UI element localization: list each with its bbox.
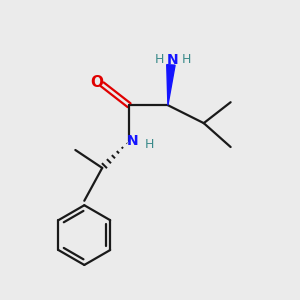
Polygon shape xyxy=(167,64,175,105)
Text: N: N xyxy=(167,52,179,67)
Text: N: N xyxy=(126,134,138,148)
Text: H: H xyxy=(145,138,154,151)
Text: H: H xyxy=(182,53,191,66)
Text: H: H xyxy=(155,53,164,66)
Text: O: O xyxy=(90,75,103,90)
